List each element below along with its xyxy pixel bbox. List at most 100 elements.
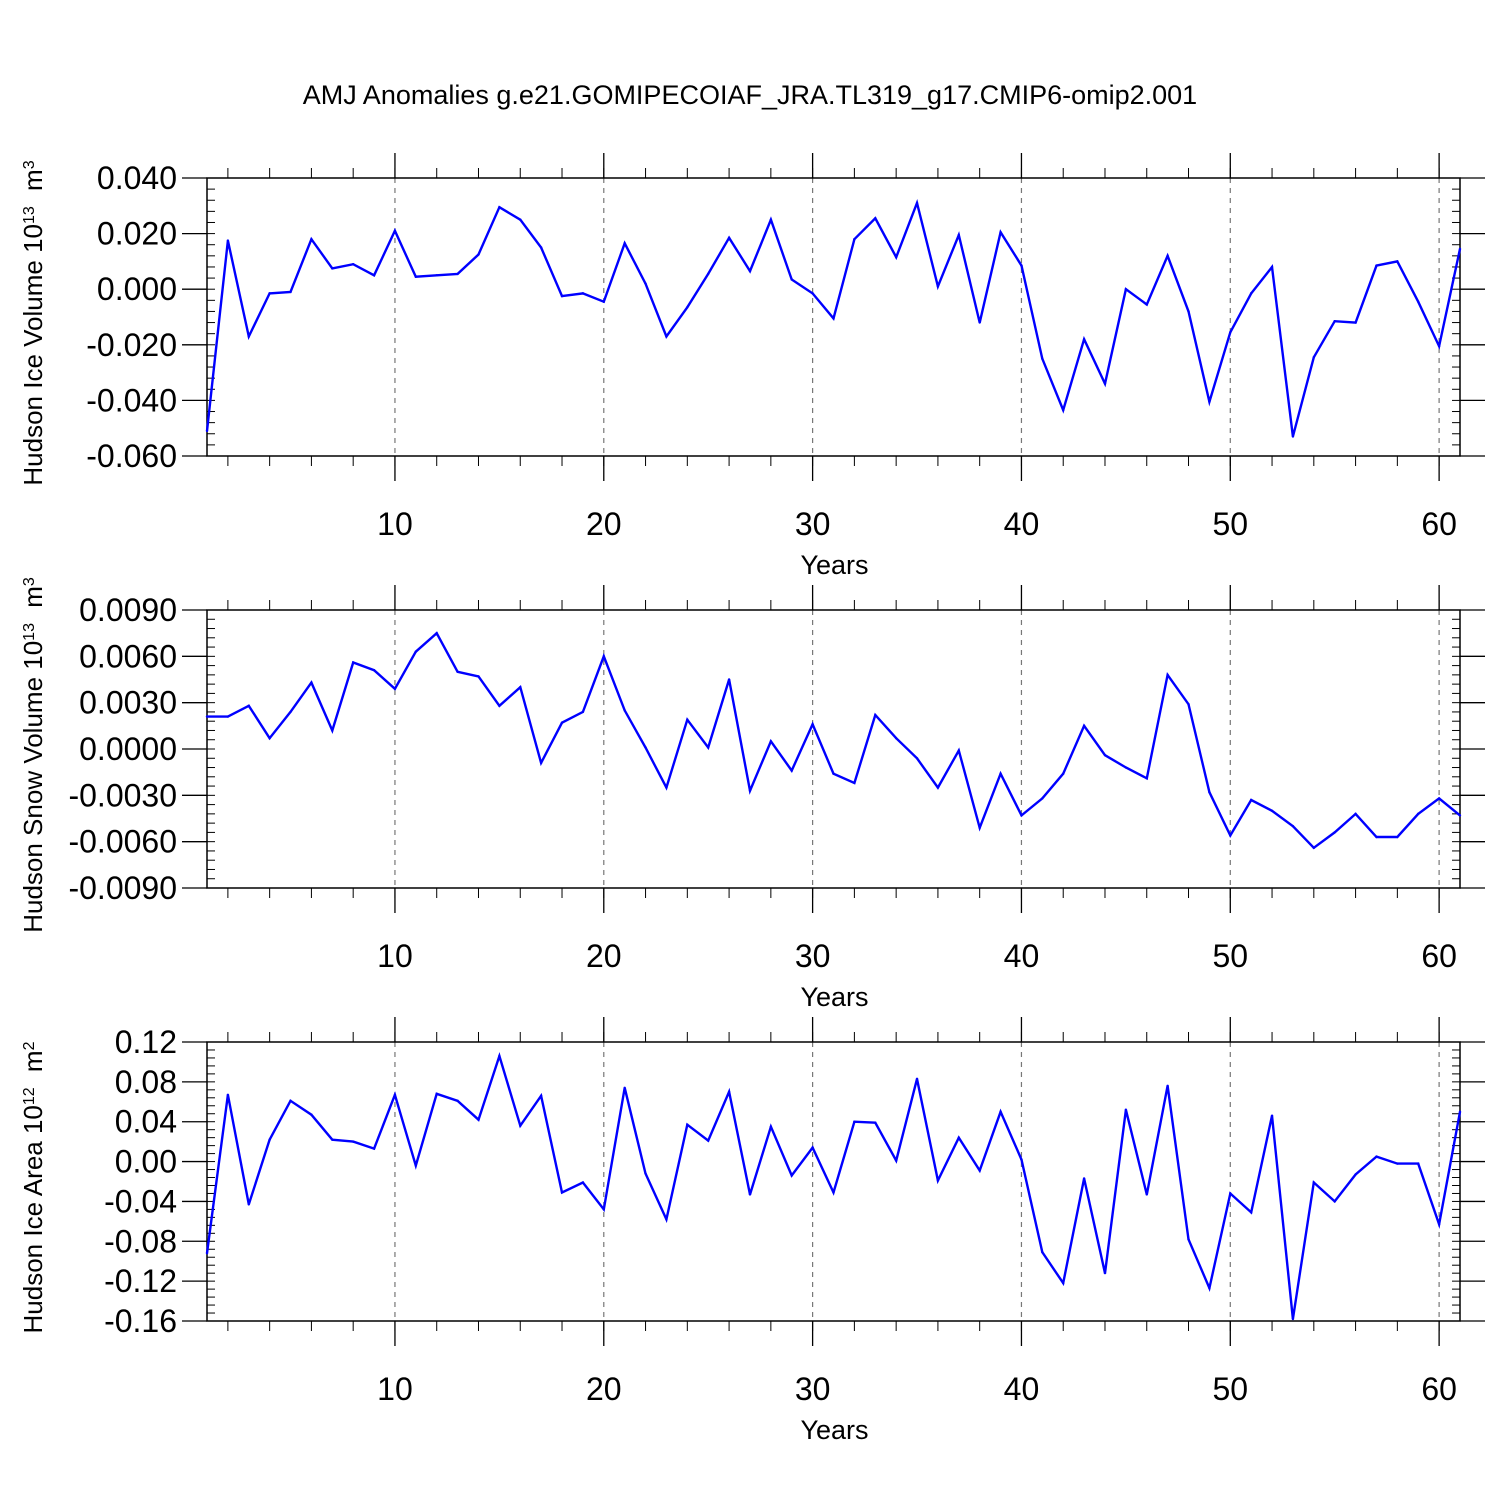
data-point: [1333, 319, 1336, 323]
y-axis-label-part: m: [18, 1050, 48, 1079]
data-point: [289, 1099, 292, 1102]
x-tick-label: 60: [1421, 506, 1457, 542]
chart-title: AMJ Anomalies g.e21.GOMIPECOIAF_JRA.TL31…: [302, 80, 1198, 110]
data-point: [414, 650, 418, 653]
data-point: [268, 736, 271, 740]
data-point: [247, 335, 250, 338]
x-axis-label: Years: [800, 550, 868, 580]
data-point: [602, 655, 605, 658]
y-tick-label: -0.0060: [68, 824, 177, 860]
data-point: [1333, 1200, 1336, 1203]
x-tick-label: 40: [1004, 1371, 1040, 1407]
data-point: [1166, 673, 1169, 677]
x-tick-label: 60: [1421, 1371, 1457, 1407]
data-point: [1062, 772, 1065, 775]
y-axis-label-superscript: 12: [21, 1087, 38, 1105]
data-point: [1270, 265, 1274, 269]
data-point: [790, 278, 793, 281]
data-point: [1103, 1271, 1107, 1275]
data-point: [435, 631, 438, 635]
data-point: [1082, 724, 1086, 728]
y-tick-label: -0.04: [104, 1183, 177, 1219]
data-point: [874, 1121, 877, 1124]
data-point: [811, 723, 814, 726]
data-point: [665, 335, 668, 338]
data-point: [665, 786, 668, 789]
data-point: [1375, 1155, 1378, 1158]
data-point: [1124, 766, 1128, 769]
data-point: [853, 237, 856, 241]
data-point: [748, 269, 752, 273]
y-tick-label: -0.08: [104, 1223, 177, 1259]
data-point: [268, 292, 271, 295]
data-point: [1458, 1110, 1462, 1113]
data-point: [1187, 1238, 1190, 1241]
chart-panel-2: 0.0090 0.0060 0.0030 0.0000 -0.0030 -0.0060 -0…: [18, 577, 1485, 1012]
y-tick-label: 0.08: [115, 1064, 177, 1100]
data-point: [1375, 835, 1378, 839]
data-point: [351, 661, 355, 664]
data-point: [498, 205, 501, 209]
data-point: [1249, 1211, 1253, 1214]
data-point: [456, 1099, 459, 1102]
data-point: [539, 246, 543, 249]
data-point: [623, 709, 626, 712]
data-point: [414, 275, 418, 278]
data-point: [560, 294, 564, 298]
data-point: [1396, 260, 1399, 263]
data-point: [1166, 254, 1169, 258]
data-point: [1270, 809, 1274, 812]
y-axis-label-superscript: 13: [21, 623, 38, 641]
data-point: [310, 1113, 313, 1116]
data-point: [1375, 264, 1378, 267]
plot-frame: [206, 177, 1461, 457]
data-point: [707, 1139, 710, 1142]
data-point: [205, 715, 209, 718]
data-point: [1187, 703, 1190, 706]
data-point: [727, 1090, 731, 1094]
data-point: [1396, 835, 1399, 839]
data-point: [623, 242, 626, 245]
data-point: [581, 1181, 585, 1184]
data-point: [1187, 310, 1190, 313]
data-point: [1437, 344, 1441, 348]
data-point: [477, 253, 480, 256]
data-point: [936, 1179, 940, 1182]
data-point: [1249, 292, 1253, 295]
data-point: [519, 686, 522, 689]
data-point: [1145, 777, 1148, 780]
x-tick-label: 60: [1421, 938, 1457, 974]
data-point: [853, 1120, 856, 1123]
data-point: [1124, 1108, 1128, 1111]
data-point: [707, 746, 710, 749]
data-point: [644, 282, 647, 285]
x-tick-label: 50: [1212, 506, 1248, 542]
y-tick-label: 0.040: [97, 160, 177, 196]
data-point: [1020, 1158, 1023, 1161]
data-point: [226, 1093, 230, 1097]
y-tick-label: 0.0000: [79, 731, 177, 767]
data-point: [978, 321, 981, 324]
y-axis-label-superscript: 3: [21, 160, 38, 169]
data-point: [1270, 1114, 1274, 1117]
data-point: [623, 1086, 626, 1090]
data-point: [1458, 247, 1462, 251]
y-tick-label: 0.0060: [79, 638, 177, 674]
data-point: [978, 1169, 981, 1172]
data-point: [1208, 791, 1211, 794]
data-point: [456, 272, 459, 276]
data-point: [936, 786, 940, 789]
y-tick-label: -0.0030: [68, 777, 177, 813]
data-point: [1333, 831, 1336, 834]
data-point: [435, 1092, 438, 1096]
data-point: [289, 710, 292, 714]
x-tick-label: 30: [795, 938, 831, 974]
data-point: [602, 300, 605, 303]
y-tick-label: -0.040: [86, 382, 177, 418]
y-axis-label: Hudson Snow Volume 1013 m3: [18, 577, 48, 933]
data-point: [560, 1191, 564, 1194]
y-tick-label: 0.12: [115, 1024, 177, 1060]
data-point: [247, 1203, 250, 1206]
data-point: [957, 749, 960, 752]
data-point: [1166, 1084, 1169, 1088]
